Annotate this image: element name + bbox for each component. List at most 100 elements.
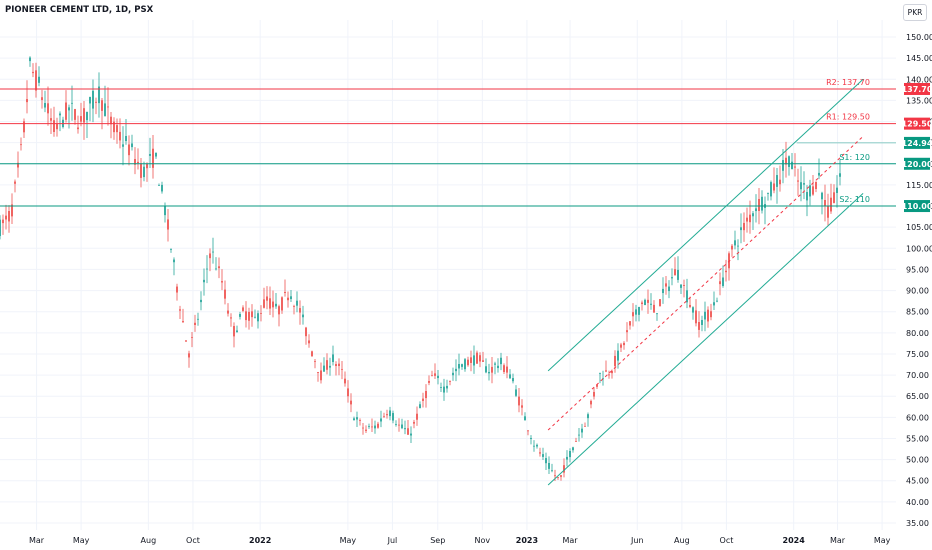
candle-body (422, 398, 424, 401)
candle-body (755, 208, 757, 212)
candle-body (44, 102, 46, 108)
candle-body (11, 204, 13, 217)
y-tick-label: 50.00 (906, 456, 929, 465)
currency-button[interactable]: PKR (903, 4, 927, 21)
candle-body (179, 309, 181, 311)
candle-body (317, 371, 319, 373)
candle-body (785, 157, 787, 165)
x-tick-label: Aug (141, 536, 157, 545)
price-badge-s2 (904, 200, 930, 213)
candle-body (500, 357, 502, 365)
candle-body (329, 365, 331, 368)
candle-body (392, 413, 394, 421)
candle-body (563, 465, 565, 473)
candle-body (113, 121, 115, 133)
candle-body (692, 307, 694, 313)
candle-body (668, 286, 670, 292)
candle-body (386, 414, 388, 416)
x-tick-label: Jun (630, 536, 644, 545)
candle-body (134, 159, 136, 165)
candle-body (587, 414, 589, 419)
candle-body (296, 300, 298, 306)
candle-body (227, 310, 229, 314)
candle-body (383, 416, 385, 418)
candle-body (419, 404, 421, 409)
candle-body (677, 269, 679, 280)
candle-body (635, 309, 637, 315)
candle-body (491, 366, 493, 373)
candle-body (797, 180, 799, 182)
candle-body (365, 429, 367, 431)
candle-body (23, 121, 25, 133)
channel-lower-line[interactable] (547, 192, 864, 486)
candle-body (551, 470, 553, 472)
x-tick-label: 2023 (516, 536, 538, 545)
candle-body (710, 311, 712, 318)
candle-body (788, 156, 790, 167)
y-tick-label: 85.00 (906, 308, 929, 317)
x-tick-label: Mar (830, 536, 846, 545)
candle-body (353, 418, 355, 421)
candle-body (287, 297, 289, 301)
candle-body (794, 166, 796, 168)
x-tick-label: May (73, 536, 90, 545)
candle-body (371, 426, 373, 428)
level-label-s2: S2: 110 (839, 195, 870, 204)
candle-body (248, 311, 250, 321)
x-tick-label: 2022 (249, 536, 271, 545)
candle-body (662, 288, 664, 294)
candle-body (773, 183, 775, 191)
channel-middle-line[interactable] (547, 135, 864, 431)
candle-body (632, 312, 634, 317)
candle-body (647, 299, 649, 303)
trend-channel[interactable] (547, 78, 864, 486)
candle-body (605, 370, 607, 372)
y-tick-label: 70.00 (906, 371, 929, 380)
candle-body (572, 447, 574, 451)
candle-body (575, 441, 577, 442)
candle-body (476, 352, 478, 364)
candle-body (545, 458, 547, 464)
candle-body (74, 109, 76, 120)
candle-body (0, 219, 1, 237)
candle-body (332, 354, 334, 363)
y-tick-label: 80.00 (906, 329, 929, 338)
candle-body (461, 364, 463, 367)
candle-body (188, 353, 190, 358)
candle-body (218, 266, 220, 269)
candle-body (320, 370, 322, 381)
candle-body (83, 108, 85, 123)
candle-body (341, 368, 343, 370)
candle-body (689, 304, 691, 307)
candle-body (467, 359, 469, 366)
candle-body (104, 103, 106, 116)
candle-body (128, 144, 130, 156)
candle-body (521, 405, 523, 408)
candle-body (731, 245, 733, 250)
candle-body (659, 299, 661, 307)
axes: 35.00 40.00 45.00 50.00 55.00 60.00 65.00 70.00… (29, 33, 932, 545)
candle-body (56, 124, 58, 130)
channel-upper-line[interactable] (547, 78, 864, 372)
candle-body (701, 319, 703, 325)
candle-body (185, 340, 187, 342)
price-badge-text: 110.00 (902, 202, 932, 211)
candle-body (725, 270, 727, 273)
candle-body (41, 97, 43, 101)
candle-body (2, 219, 4, 224)
candle-body (515, 389, 517, 396)
candle-body (581, 428, 583, 433)
candle-body (221, 281, 223, 283)
candle-body (89, 97, 91, 104)
candle-body (119, 131, 121, 141)
candle-body (524, 416, 526, 421)
candle-body (449, 381, 451, 382)
y-tick-label: 45.00 (906, 477, 929, 486)
candle-body (338, 363, 340, 367)
candle-body (239, 314, 241, 317)
candle-body (362, 427, 364, 429)
candle-body (71, 102, 73, 104)
y-tick-label: 145.00 (906, 54, 932, 63)
candle-body (653, 304, 655, 313)
